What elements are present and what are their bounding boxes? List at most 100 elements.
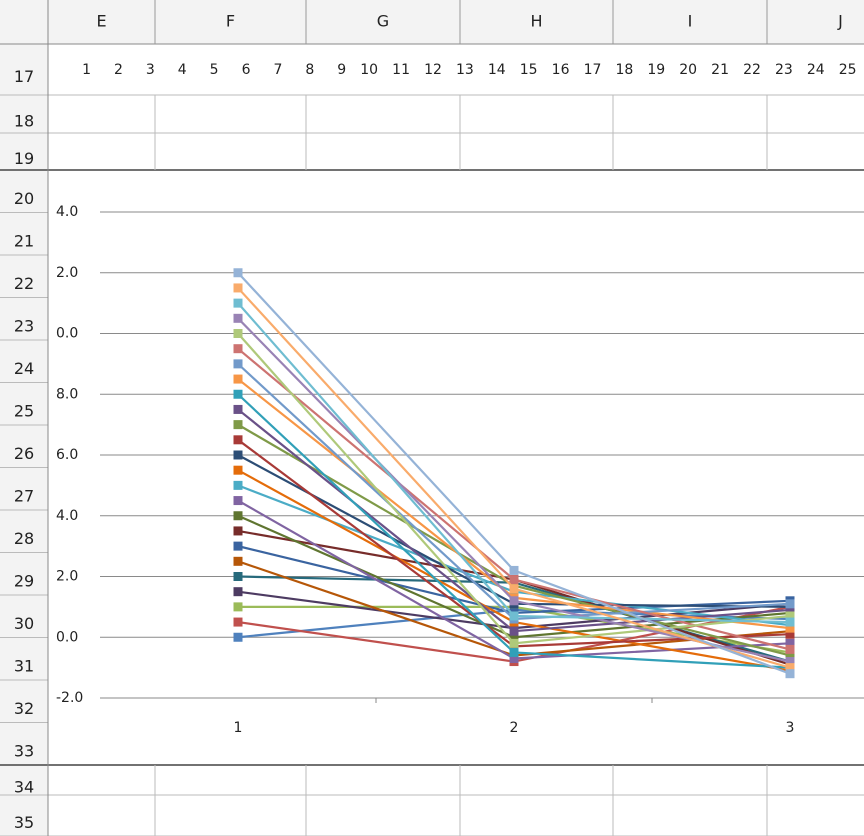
marker [785, 599, 795, 609]
marker [233, 268, 243, 278]
x-tick-label: 1 [234, 720, 243, 736]
row-header: 28 [14, 529, 34, 548]
y-tick-label: 4.0 [56, 204, 78, 220]
marker [233, 587, 243, 597]
row17-number: 13 [456, 62, 474, 78]
marker [785, 644, 795, 654]
row17-number: 2 [114, 62, 123, 78]
row-header: 20 [14, 189, 34, 208]
row-header: 30 [14, 614, 34, 633]
column-header: E [96, 12, 106, 31]
marker [785, 657, 795, 667]
y-tick-label: 2.0 [56, 569, 78, 585]
marker [233, 617, 243, 627]
row-header: 19 [14, 149, 34, 168]
row-header: 24 [14, 359, 34, 378]
marker [509, 654, 519, 664]
marker [785, 669, 795, 679]
marker [233, 359, 243, 369]
column-header: I [688, 12, 693, 31]
marker [233, 496, 243, 506]
marker [233, 572, 243, 581]
chart-area [49, 171, 864, 764]
row17-number: 7 [273, 62, 282, 78]
row17-number: 16 [552, 62, 570, 78]
marker [233, 526, 243, 536]
marker [233, 556, 243, 566]
y-tick-label: -2.0 [56, 690, 83, 706]
marker [233, 511, 243, 521]
row17-number: 17 [584, 62, 602, 78]
row-header: 26 [14, 444, 34, 463]
y-tick-label: 8.0 [56, 386, 78, 402]
marker [233, 632, 243, 642]
row-header: 33 [14, 741, 34, 760]
row-header-bar [0, 0, 48, 836]
row-header: 23 [14, 316, 34, 335]
marker [509, 584, 519, 594]
marker [509, 596, 519, 606]
y-tick-label: 6.0 [56, 447, 78, 463]
marker [509, 632, 519, 642]
x-tick-label: 2 [510, 720, 519, 736]
marker [233, 374, 243, 384]
marker [233, 313, 243, 323]
y-tick-label: 2.0 [56, 265, 78, 281]
row17-number: 22 [743, 62, 761, 78]
row17-number: 24 [807, 62, 825, 78]
row17-number: 8 [305, 62, 314, 78]
marker [233, 435, 243, 445]
marker [785, 650, 795, 660]
row17-number: 18 [615, 62, 633, 78]
row-header: 21 [14, 231, 34, 250]
row17-number: 21 [711, 62, 729, 78]
row17-number: 23 [775, 62, 793, 78]
marker [233, 541, 243, 551]
row17-number: 6 [242, 62, 251, 78]
row17-number: 10 [360, 62, 378, 78]
marker [233, 329, 243, 338]
column-header: H [530, 12, 542, 31]
column-header-bar [0, 0, 864, 44]
marker [233, 420, 243, 430]
marker [509, 626, 519, 636]
row17-number: 14 [488, 62, 506, 78]
marker [233, 404, 243, 414]
row17-number: 20 [679, 62, 697, 78]
marker [509, 575, 519, 585]
column-header: G [377, 12, 389, 31]
row17-number: 3 [146, 62, 155, 78]
marker [509, 611, 519, 621]
x-tick-label: 3 [786, 720, 795, 736]
marker [509, 638, 519, 648]
marker [233, 465, 243, 475]
row-header: 18 [14, 112, 34, 131]
marker [509, 565, 519, 575]
y-tick-label: 0.0 [56, 326, 78, 342]
marker [233, 602, 243, 612]
row-header: 17 [14, 67, 34, 86]
marker [785, 605, 795, 615]
marker [233, 480, 243, 490]
column-header: F [226, 12, 235, 31]
row-header: 27 [14, 486, 34, 505]
marker [233, 344, 243, 354]
row-header: 31 [14, 656, 34, 675]
row-header: 22 [14, 274, 34, 293]
row17-number: 15 [520, 62, 538, 78]
row-header: 25 [14, 401, 34, 420]
marker [233, 389, 243, 399]
marker [785, 611, 795, 621]
y-tick-label: 4.0 [56, 508, 78, 524]
row-header: 35 [14, 813, 34, 832]
row-header: 32 [14, 699, 34, 718]
marker [785, 638, 795, 648]
marker [509, 647, 519, 657]
row17-number: 4 [178, 62, 187, 78]
row17-number: 9 [337, 62, 346, 78]
row-header: 29 [14, 571, 34, 590]
row-header: 34 [14, 778, 34, 797]
marker [233, 298, 243, 308]
